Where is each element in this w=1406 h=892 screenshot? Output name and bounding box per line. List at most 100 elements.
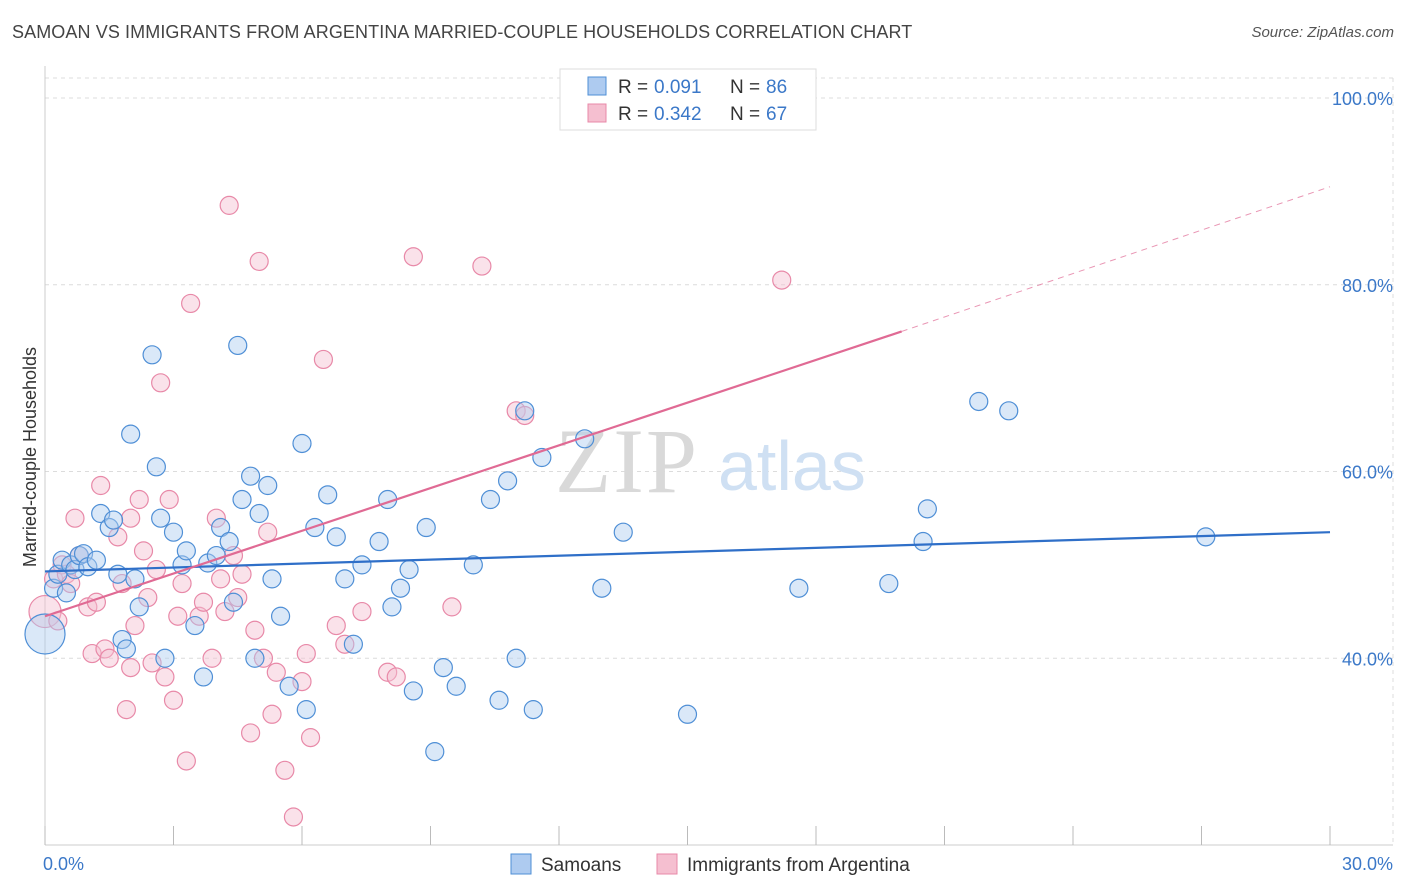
argentina-point-15 xyxy=(121,508,141,528)
bottom-legend-label-samoans: Samoans xyxy=(541,855,621,876)
argentina-point-53 xyxy=(386,667,406,687)
samoans-point-18 xyxy=(125,569,145,589)
samoans-point-48 xyxy=(335,569,355,589)
samoans-point-59 xyxy=(433,657,453,678)
samoans-point-36 xyxy=(241,466,261,486)
argentina-point-47 xyxy=(300,728,321,748)
argentina-point-21 xyxy=(146,559,166,580)
argentina-point-16 xyxy=(121,657,141,678)
samoans-point-35 xyxy=(232,489,252,510)
samoans-point-16 xyxy=(116,639,136,659)
samoans-point-77 xyxy=(969,391,989,412)
argentina-point-11 xyxy=(99,648,119,668)
argentina-point-51 xyxy=(352,601,372,622)
watermark: ZIP atlas xyxy=(555,410,866,512)
argentina-point-30 xyxy=(193,592,214,612)
samoans-point-56 xyxy=(403,681,423,701)
y-tick-label-0: 40.0% xyxy=(1342,649,1393,669)
argentina-point-38 xyxy=(241,723,261,743)
x-tick-label-min: 0.0% xyxy=(43,854,84,874)
chart-title: SAMOAN VS IMMIGRANTS FROM ARGENTINA MARR… xyxy=(12,22,913,42)
samoans-point-28 xyxy=(193,667,214,687)
x-tick-labels: 0.0% 30.0% xyxy=(43,854,1393,874)
samoans-point-60 xyxy=(446,676,466,696)
axes xyxy=(44,66,1393,846)
argentina-point-48 xyxy=(313,349,334,370)
y-tick-label-3: 100.0% xyxy=(1332,89,1393,109)
samoans-point-62 xyxy=(480,489,501,510)
argentina-point-43 xyxy=(266,662,286,682)
argentina-point-14 xyxy=(116,700,136,720)
bottom-legend: Samoans Immigrants from Argentina xyxy=(510,853,910,876)
samoans-point-78 xyxy=(999,401,1019,421)
samoans-point-24 xyxy=(163,522,184,542)
legend-r-value-2: 0.342 xyxy=(654,104,702,125)
x-tick-label-max: 30.0% xyxy=(1342,854,1393,874)
samoans-point-50 xyxy=(352,555,372,575)
argentina-point-33 xyxy=(211,569,231,589)
samoans-point-57 xyxy=(416,517,436,538)
argentina-point-5 xyxy=(65,508,85,528)
samoans-point-0 xyxy=(24,613,66,655)
trend-lines xyxy=(44,186,1331,618)
argentina-point-22 xyxy=(151,373,171,393)
samoans-point-19 xyxy=(129,597,149,617)
legend-n-value-2: 67 xyxy=(766,104,787,125)
samoans-point-21 xyxy=(146,457,166,477)
argentina-point-39 xyxy=(245,620,265,640)
top-legend: R = 0.091 N = 86 R = 0.342 N = 67 xyxy=(559,68,817,131)
argentina-point-55 xyxy=(442,597,462,617)
legend-n-label-2: N = xyxy=(730,104,760,125)
legend-n-label-1: N = xyxy=(730,77,760,98)
argentina-point-17 xyxy=(125,615,145,636)
y-axis-label: Married-couple Households xyxy=(20,347,40,567)
watermark-atlas: atlas xyxy=(718,427,866,505)
samoans-point-72 xyxy=(677,704,698,724)
y-tick-label-2: 80.0% xyxy=(1342,276,1393,296)
samoans-point-4 xyxy=(56,583,77,603)
samoans-point-44 xyxy=(296,700,316,720)
legend-r-label-2: R = xyxy=(618,104,648,125)
samoans-point-63 xyxy=(489,690,509,710)
argentina-point-9 xyxy=(91,475,111,496)
legend-swatch-samoans xyxy=(587,76,607,96)
argentina-trend-extension xyxy=(901,186,1331,332)
argentina-point-31 xyxy=(202,648,222,668)
samoans-point-17 xyxy=(121,424,141,444)
legend-swatch-argentina xyxy=(587,103,607,123)
samoans-point-20 xyxy=(142,345,162,365)
samoans-point-34 xyxy=(228,335,248,356)
samoans-point-32 xyxy=(219,531,239,552)
samoans-point-47 xyxy=(326,527,346,547)
samoans-point-74 xyxy=(879,573,899,594)
y-tick-labels: 40.0% 60.0% 80.0% 100.0% xyxy=(1332,89,1393,669)
argentina-point-44 xyxy=(275,760,295,780)
argentina-point-26 xyxy=(172,573,192,594)
samoans-point-43 xyxy=(292,433,312,454)
samoans-point-31 xyxy=(211,517,231,538)
series-samoans-points xyxy=(24,335,1216,762)
argentina-point-45 xyxy=(283,807,304,827)
samoans-point-13 xyxy=(103,510,124,530)
samoans-point-75 xyxy=(913,531,933,552)
argentina-point-32 xyxy=(206,508,226,528)
argentina-point-25 xyxy=(163,690,184,710)
bottom-legend-swatch-argentina xyxy=(656,853,678,875)
samoans-point-58 xyxy=(425,742,445,762)
argentina-point-37 xyxy=(232,564,252,584)
legend-r-value-1: 0.091 xyxy=(654,77,702,98)
samoans-point-73 xyxy=(789,578,809,598)
samoans-point-37 xyxy=(245,648,265,668)
samoans-point-55 xyxy=(399,559,419,580)
argentina-point-66 xyxy=(296,643,316,664)
argentina-point-54 xyxy=(403,247,423,267)
argentina-point-56 xyxy=(472,256,492,276)
argentina-point-35 xyxy=(219,195,239,215)
samoans-point-76 xyxy=(917,499,937,519)
samoans-point-27 xyxy=(185,615,205,636)
bottom-legend-swatch-samoans xyxy=(510,853,532,875)
argentina-point-40 xyxy=(249,251,269,272)
argentina-point-49 xyxy=(326,615,346,636)
samoans-point-65 xyxy=(506,648,526,668)
